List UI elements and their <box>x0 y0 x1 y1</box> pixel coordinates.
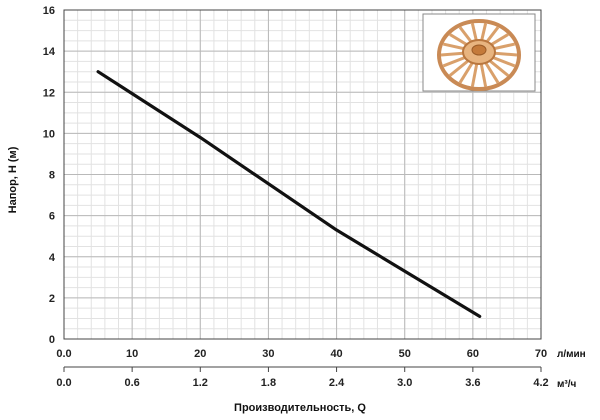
y-tick-label: 12 <box>43 87 55 99</box>
x-unit-primary: л/мин <box>557 349 586 360</box>
x-tick-label: 50 <box>399 348 411 360</box>
x2-tick-label: 0.0 <box>56 377 71 389</box>
x-tick-label: 0.0 <box>56 348 71 360</box>
x2-tick-label: 0.6 <box>124 377 139 389</box>
plot-frame <box>63 9 542 340</box>
y-tick-label: 6 <box>49 211 55 223</box>
x2-tick-label: 1.2 <box>193 377 208 389</box>
impeller-shaft <box>471 44 487 56</box>
x2-tick-label: 4.2 <box>533 377 548 389</box>
series-line <box>96 70 482 318</box>
x-tick-label: 70 <box>535 348 547 360</box>
y-tick-label: 2 <box>49 293 55 305</box>
x-axis-title: Производительность, Q <box>234 402 366 414</box>
y-tick-label: 10 <box>43 128 55 140</box>
x2-tick-label: 1.8 <box>261 377 276 389</box>
y-axis-title: Напор, H (м) <box>7 146 19 213</box>
x-tick-label: 40 <box>330 348 342 360</box>
y-tick-label: 0 <box>49 334 55 346</box>
y-tick-label: 8 <box>49 170 55 182</box>
impeller-inset <box>422 13 536 92</box>
series-group <box>96 70 482 318</box>
x-axis-ticks: 0.0 10 20 30 40 50 60 70 <box>56 348 547 360</box>
x2-tick-label: 2.4 <box>329 377 345 389</box>
impeller-icon <box>437 19 521 91</box>
x-tick-label: 30 <box>262 348 274 360</box>
x-tick-label: 10 <box>126 348 138 360</box>
y-tick-label: 4 <box>49 252 56 264</box>
x-tick-label: 60 <box>467 348 479 360</box>
y-tick-label: 14 <box>43 46 56 58</box>
impeller-rim <box>437 19 521 91</box>
x-unit-secondary: м³/ч <box>557 379 577 390</box>
y-tick-label: 16 <box>43 5 55 17</box>
x2-tick-label: 3.0 <box>397 377 412 389</box>
x2-tick-label: 3.6 <box>465 377 480 389</box>
x-tick-label: 20 <box>194 348 206 360</box>
y-axis-ticks: 0 2 4 6 8 10 12 14 16 <box>43 5 56 346</box>
secondary-x-axis-ticks: 0.0 0.6 1.2 1.8 2.4 3.0 3.6 4.2 <box>56 366 549 389</box>
